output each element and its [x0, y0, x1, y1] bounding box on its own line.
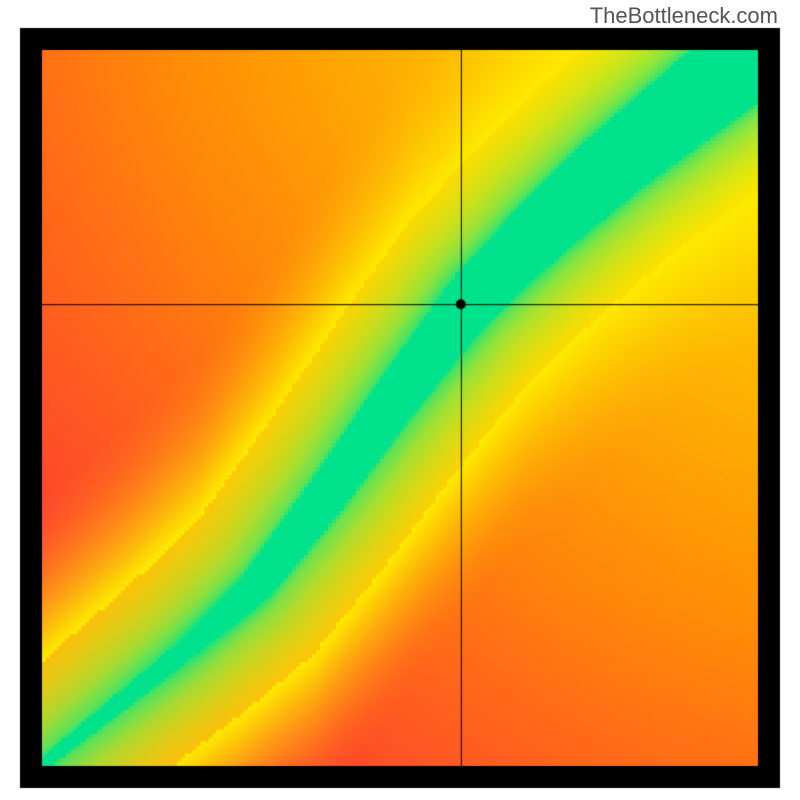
- chart-container: TheBottleneck.com: [0, 0, 800, 800]
- bottleneck-heatmap: [0, 0, 800, 800]
- watermark-text: TheBottleneck.com: [590, 3, 778, 29]
